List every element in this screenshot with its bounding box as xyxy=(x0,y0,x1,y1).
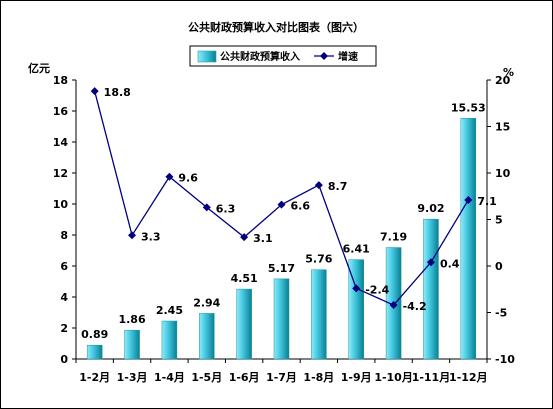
right-tick-label: 20 xyxy=(495,74,511,87)
left-tick-label: 4 xyxy=(60,291,68,304)
growth-value-label: 9.6 xyxy=(178,172,198,185)
chart-title: 公共财政预算收入对比图表（图六） xyxy=(188,20,364,34)
right-tick-label: 0 xyxy=(495,260,503,273)
growth-value-label: 8.7 xyxy=(328,180,348,193)
growth-value-label: 7.1 xyxy=(477,195,497,208)
bars xyxy=(86,118,477,360)
bar xyxy=(348,259,364,360)
legend-box xyxy=(189,45,377,67)
x-tick-label: 1-9月 xyxy=(341,371,372,384)
left-tick-label: 0 xyxy=(60,353,68,366)
bar xyxy=(460,118,477,360)
bar-value-label: 9.02 xyxy=(417,202,444,215)
x-tick-label: 1-5月 xyxy=(191,371,222,384)
growth-value-label: 3.1 xyxy=(253,232,272,245)
left-tick-label: 16 xyxy=(53,105,69,118)
right-tick-label: -5 xyxy=(495,307,507,320)
growth-value-label: -2.4 xyxy=(365,283,389,296)
bar xyxy=(161,320,178,360)
x-tick-label: 1-10月 xyxy=(374,371,413,384)
growth-point xyxy=(165,172,174,181)
left-tick-label: 10 xyxy=(53,198,69,211)
bar-value-label: 0.89 xyxy=(81,328,108,341)
growth-value-label: 0.4 xyxy=(440,257,460,270)
x-tick-label: 1-12月 xyxy=(449,371,488,384)
left-tick-label: 6 xyxy=(60,260,68,273)
growth-point xyxy=(352,284,361,293)
legend-line-marker xyxy=(320,52,328,60)
growth-point xyxy=(90,87,99,96)
bar-value-label: 1.86 xyxy=(118,313,145,326)
x-tick-label: 1-8月 xyxy=(303,371,334,384)
left-tick-label: 14 xyxy=(53,136,69,149)
bar-value-label: 6.41 xyxy=(343,243,370,256)
bar-value-label: 7.19 xyxy=(380,231,407,244)
right-tick-label: -10 xyxy=(495,353,515,366)
bar xyxy=(236,288,252,360)
left-axis-unit: 亿元 xyxy=(28,61,50,75)
left-tick-label: 8 xyxy=(60,229,68,242)
data-labels: 0.89 1.86 2.45 2.94 4.51 5.17 5.76 6.41 7.19 9.02… xyxy=(81,86,497,341)
growth-point xyxy=(314,181,323,190)
bar xyxy=(124,329,140,360)
x-tick-label: 1-2月 xyxy=(79,371,110,384)
right-axis-unit: % xyxy=(503,66,514,79)
right-tick-label: 10 xyxy=(495,167,511,180)
bar-value-label: 15.53 xyxy=(451,101,486,114)
growth-value-label: 6.3 xyxy=(216,202,236,215)
left-tick-label: 12 xyxy=(53,167,68,180)
left-tick-label: 18 xyxy=(53,74,68,87)
growth-line xyxy=(90,87,473,310)
bar-value-label: 5.17 xyxy=(268,262,295,275)
bar xyxy=(423,218,439,360)
growth-point xyxy=(240,233,249,242)
growth-point xyxy=(426,258,435,267)
bar-value-label: 2.45 xyxy=(156,304,183,317)
bar-value-label: 4.51 xyxy=(231,272,258,285)
x-tick-label: 1-4月 xyxy=(154,371,185,384)
x-tick-label: 1-7月 xyxy=(266,371,297,384)
growth-point xyxy=(202,203,211,212)
legend-bar-label: 公共财政预算收入 xyxy=(220,50,300,63)
bar xyxy=(199,313,215,360)
growth-value-label: 3.3 xyxy=(141,230,161,243)
growth-value-label: 18.8 xyxy=(104,86,131,99)
growth-point xyxy=(389,301,398,310)
growth-point xyxy=(128,231,137,240)
left-tick-label: 2 xyxy=(60,322,68,335)
right-tick-label: 15 xyxy=(495,121,510,134)
legend-bar-swatch xyxy=(197,50,217,63)
growth-value-label: -4.2 xyxy=(403,300,427,313)
bar xyxy=(311,269,327,360)
x-tick-label: 1-6月 xyxy=(229,371,260,384)
bar-value-label: 2.94 xyxy=(193,296,220,309)
bar xyxy=(86,344,103,360)
legend: 公共财政预算收入 增速 xyxy=(189,45,377,67)
bar-value-label: 5.76 xyxy=(305,253,332,266)
growth-point xyxy=(464,195,473,204)
right-tick-label: 5 xyxy=(495,214,503,227)
x-tick-label: 1-3月 xyxy=(117,371,148,384)
x-tick-label: 1-11月 xyxy=(412,371,451,384)
growth-value-label: 6.6 xyxy=(291,200,311,213)
bar xyxy=(273,278,290,360)
legend-line-label: 增速 xyxy=(338,50,358,63)
growth-point xyxy=(277,200,286,209)
